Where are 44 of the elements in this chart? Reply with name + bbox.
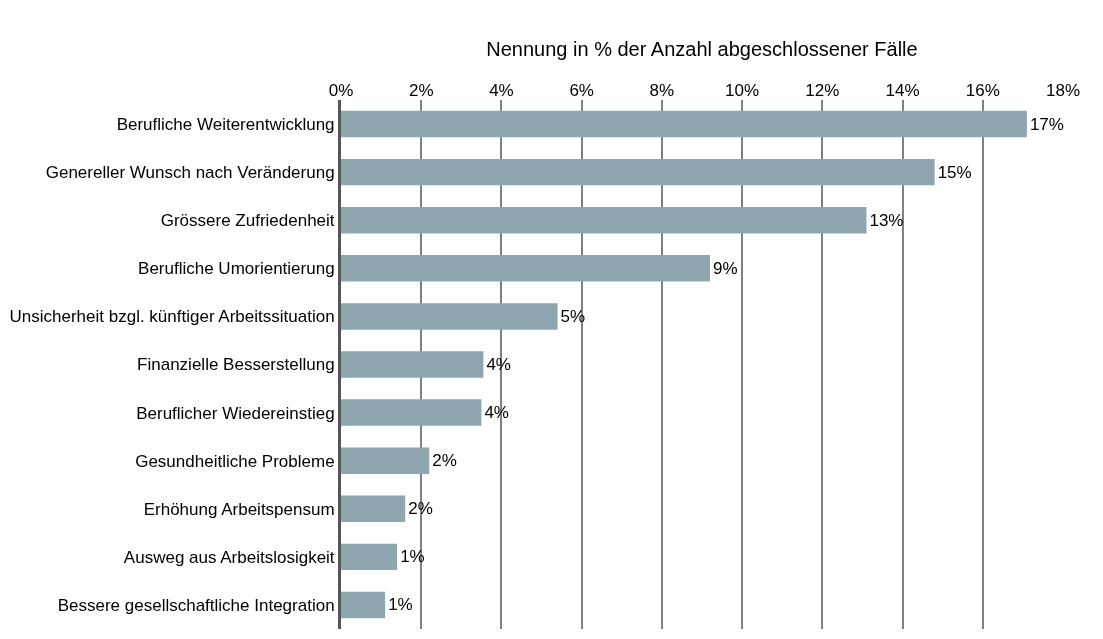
bar <box>341 158 935 186</box>
x-tick-label: 4% <box>489 80 514 100</box>
bar <box>341 399 482 426</box>
data-label: 4% <box>484 403 509 423</box>
y-tick-label: Bessere gesellschaftliche Integration <box>57 595 335 615</box>
bar <box>341 110 1027 138</box>
y-tick-label: Finanzielle Besserstellung <box>137 355 335 375</box>
y-tick-label: Grössere Zufriedenheit <box>160 211 335 231</box>
x-tick-label: 2% <box>408 80 434 100</box>
data-label: 17% <box>1029 114 1064 134</box>
x-tick-label: 6% <box>569 80 594 100</box>
bar <box>341 495 406 522</box>
data-label: 15% <box>937 162 972 182</box>
x-tick-label: 0% <box>328 80 354 100</box>
data-label: 1% <box>388 595 413 615</box>
bar <box>341 351 484 378</box>
data-label: 13% <box>869 210 904 230</box>
y-tick-label: Erhöhung Arbeitspensum <box>143 499 335 519</box>
x-axis-title: Nennung in % der Anzahl abgeschlossener Fälle <box>486 38 918 61</box>
y-tick-label: Genereller Wunsch nach Veränderung <box>45 163 335 183</box>
x-tick-label: 8% <box>649 80 675 100</box>
y-tick-label: Unsicherheit bzgl. künftiger Arbeitssituation <box>9 307 335 327</box>
bar <box>341 543 398 571</box>
x-tick-label: 16% <box>965 80 1000 100</box>
y-tick-label: Berufliche Umorientierung <box>138 259 335 279</box>
data-label: 5% <box>560 306 586 326</box>
bar <box>341 447 430 474</box>
bar <box>341 303 558 330</box>
data-label: 9% <box>713 258 738 278</box>
data-label: 2% <box>408 499 433 519</box>
data-label: 2% <box>432 451 457 471</box>
x-tick-label: 12% <box>805 80 840 100</box>
y-tick-label: Berufliche Weiterentwicklung <box>116 115 335 134</box>
x-tick-label: 18% <box>1045 80 1081 100</box>
bar <box>341 207 867 234</box>
x-tick-label: 10% <box>725 80 760 100</box>
x-tick-label: 14% <box>885 80 920 100</box>
data-label: 4% <box>486 354 511 374</box>
bar <box>341 255 711 282</box>
bar <box>341 591 386 619</box>
data-label: 1% <box>400 547 425 567</box>
y-tick-label: Ausweg aus Arbeitslosigkeit <box>123 547 335 567</box>
y-tick-label: Gesundheitliche Probleme <box>135 451 335 471</box>
y-tick-label: Beruflicher Wiedereinstieg <box>136 403 335 423</box>
